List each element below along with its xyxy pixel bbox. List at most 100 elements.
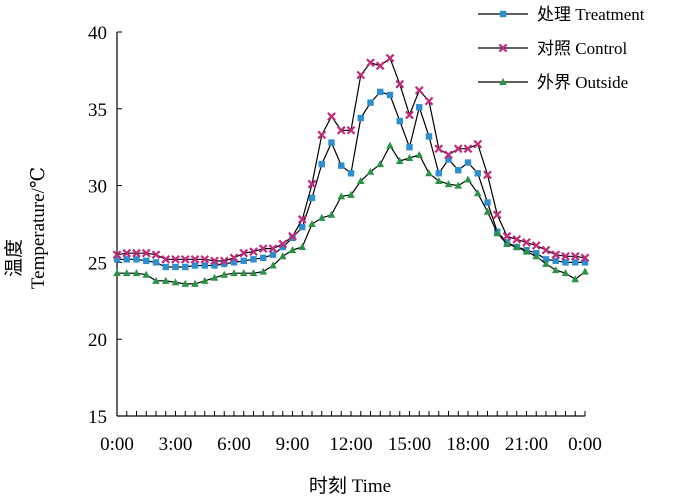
legend-entry: 对照 Control <box>478 39 627 58</box>
data-point <box>112 250 122 260</box>
data-point <box>473 139 483 149</box>
data-point <box>122 269 131 277</box>
data-point <box>327 210 336 218</box>
data-point <box>416 104 423 111</box>
legend-entry: 外界 Outside <box>478 73 628 92</box>
data-point <box>570 251 580 261</box>
data-point <box>347 190 355 198</box>
data-point <box>249 247 258 257</box>
data-point <box>230 269 238 277</box>
data-point <box>464 175 472 183</box>
data-point <box>356 70 366 80</box>
legend-entry: 处理 Treatment <box>478 5 645 24</box>
data-point <box>113 256 121 263</box>
data-point <box>581 267 589 275</box>
data-point <box>152 276 160 284</box>
data-point <box>191 279 199 287</box>
data-point <box>453 144 463 154</box>
data-point <box>151 250 161 260</box>
data-point <box>434 176 443 184</box>
data-point <box>249 269 258 277</box>
data-point <box>512 243 521 251</box>
data-point <box>386 141 394 149</box>
data-point <box>484 199 491 206</box>
data-point <box>220 270 229 278</box>
data-point <box>502 231 512 241</box>
data-point <box>483 170 492 180</box>
data-point <box>161 254 171 264</box>
data-point <box>240 257 247 265</box>
legend: 处理 Treatment 对照 Control 外界 Outside <box>478 5 645 92</box>
data-point <box>434 144 444 154</box>
data-point <box>512 234 522 244</box>
x-tick-label: 18:00 <box>446 434 489 455</box>
legend-label: 处理 Treatment <box>537 5 645 24</box>
data-point <box>258 244 268 253</box>
x-tick-label: 3:00 <box>159 434 193 455</box>
data-point <box>328 139 335 146</box>
data-point <box>356 176 365 184</box>
data-point <box>229 253 239 263</box>
legend-label: 对照 Control <box>537 39 627 58</box>
series-2 <box>113 141 589 287</box>
x-tick-label: 9:00 <box>276 434 310 455</box>
data-point <box>551 266 560 274</box>
data-point <box>279 243 286 251</box>
axes: 15 20 25 30 35 40 0:00 3:00 6:00 9:00 12:00 15:00 18… <box>88 23 602 455</box>
data-point <box>143 257 150 265</box>
data-point <box>396 117 403 125</box>
data-point <box>581 259 589 266</box>
data-point <box>190 254 200 264</box>
data-point <box>269 251 277 258</box>
data-point <box>171 254 180 264</box>
data-point <box>308 220 316 227</box>
data-point <box>444 150 453 160</box>
data-point <box>542 259 550 267</box>
data-point <box>278 239 288 249</box>
data-point <box>395 79 405 89</box>
data-point <box>425 133 433 140</box>
data-point <box>288 231 297 241</box>
legend-marker <box>499 10 507 18</box>
data-point <box>239 248 249 258</box>
data-point <box>230 259 238 266</box>
data-point <box>307 179 317 189</box>
data-point <box>211 262 218 269</box>
y-axis-title-cn: 温度 <box>3 239 25 277</box>
data-point <box>250 256 257 263</box>
x-axis-title: 时刻 Time <box>309 475 391 497</box>
data-point <box>474 170 481 177</box>
data-point <box>375 61 385 71</box>
data-point <box>347 170 355 177</box>
data-point <box>542 256 550 263</box>
y-tick-label: 15 <box>88 407 107 428</box>
data-point <box>201 262 208 269</box>
data-point <box>541 245 551 255</box>
data-point <box>522 247 531 255</box>
y-tick-label: 40 <box>88 23 107 44</box>
series-layer <box>112 53 590 287</box>
data-point <box>561 251 570 261</box>
data-point <box>346 125 356 135</box>
data-point <box>221 260 228 268</box>
data-point <box>532 252 541 260</box>
data-point <box>210 273 219 281</box>
y-tick-label: 20 <box>88 330 107 351</box>
data-point <box>580 253 590 263</box>
data-point <box>318 160 325 168</box>
data-point <box>317 213 326 221</box>
series-line <box>116 57 586 262</box>
data-point <box>454 181 463 189</box>
data-point <box>317 130 327 140</box>
data-point <box>152 259 160 266</box>
data-point <box>132 248 141 258</box>
data-point <box>171 278 180 286</box>
data-point <box>299 223 306 231</box>
data-point <box>181 279 190 287</box>
data-point <box>278 252 287 260</box>
data-point <box>298 243 307 251</box>
data-point <box>571 275 580 283</box>
series-0 <box>113 88 589 271</box>
data-point <box>366 167 375 175</box>
